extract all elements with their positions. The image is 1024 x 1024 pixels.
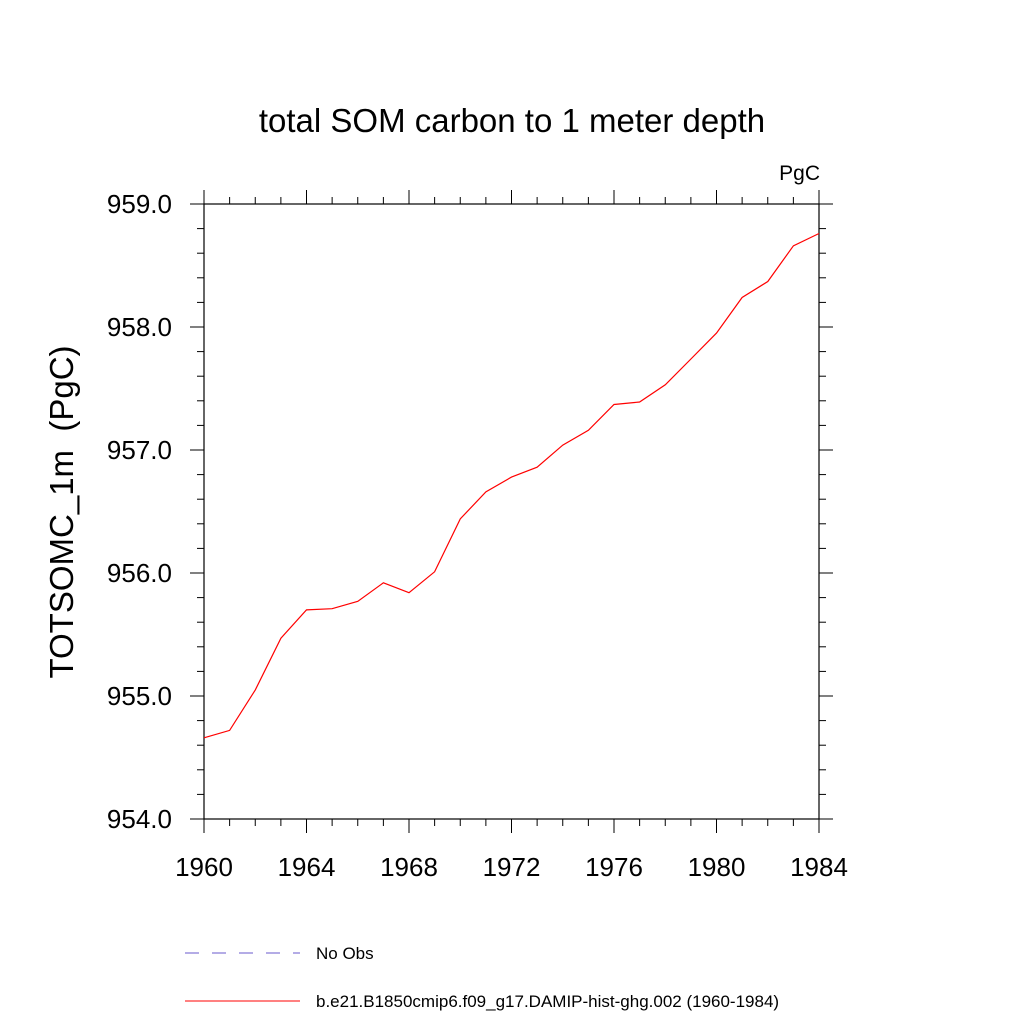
series-layer (203, 232, 820, 739)
y-tick-label: 956.0 (107, 558, 172, 588)
units-label: PgC (779, 162, 820, 185)
legend-label-model-run: b.e21.B1850cmip6.f09_g17.DAMIP-hist-ghg.… (316, 992, 779, 1011)
x-tick-label: 1980 (688, 852, 746, 882)
axis-tick-labels: 1960 1964 1968 1972 1976 1980 1984 954.0 955.0 95… (107, 189, 848, 882)
legend-label-no-obs: No Obs (316, 944, 374, 963)
series-line-model-run (203, 232, 820, 739)
axis-ticks (190, 190, 833, 833)
x-tick-label: 1964 (278, 852, 336, 882)
y-tick-label: 955.0 (107, 681, 172, 711)
y-tick-label: 959.0 (107, 189, 172, 219)
x-tick-label: 1976 (585, 852, 643, 882)
x-tick-label: 1968 (380, 852, 438, 882)
x-tick-label: 1960 (175, 852, 233, 882)
y-tick-label: 958.0 (107, 312, 172, 342)
x-tick-label: 1984 (790, 852, 848, 882)
plot-border (203, 203, 820, 820)
plot-frame (203, 203, 820, 820)
y-tick-label: 954.0 (107, 804, 172, 834)
legend: No Obs b.e21.B1850cmip6.f09_g17.DAMIP-hi… (185, 944, 779, 1011)
chart-title: total SOM carbon to 1 meter depth (259, 102, 765, 139)
y-axis-label: TOTSOMC_1m (PgC) (43, 345, 80, 678)
x-tick-label: 1972 (483, 852, 541, 882)
y-tick-label: 957.0 (107, 435, 172, 465)
